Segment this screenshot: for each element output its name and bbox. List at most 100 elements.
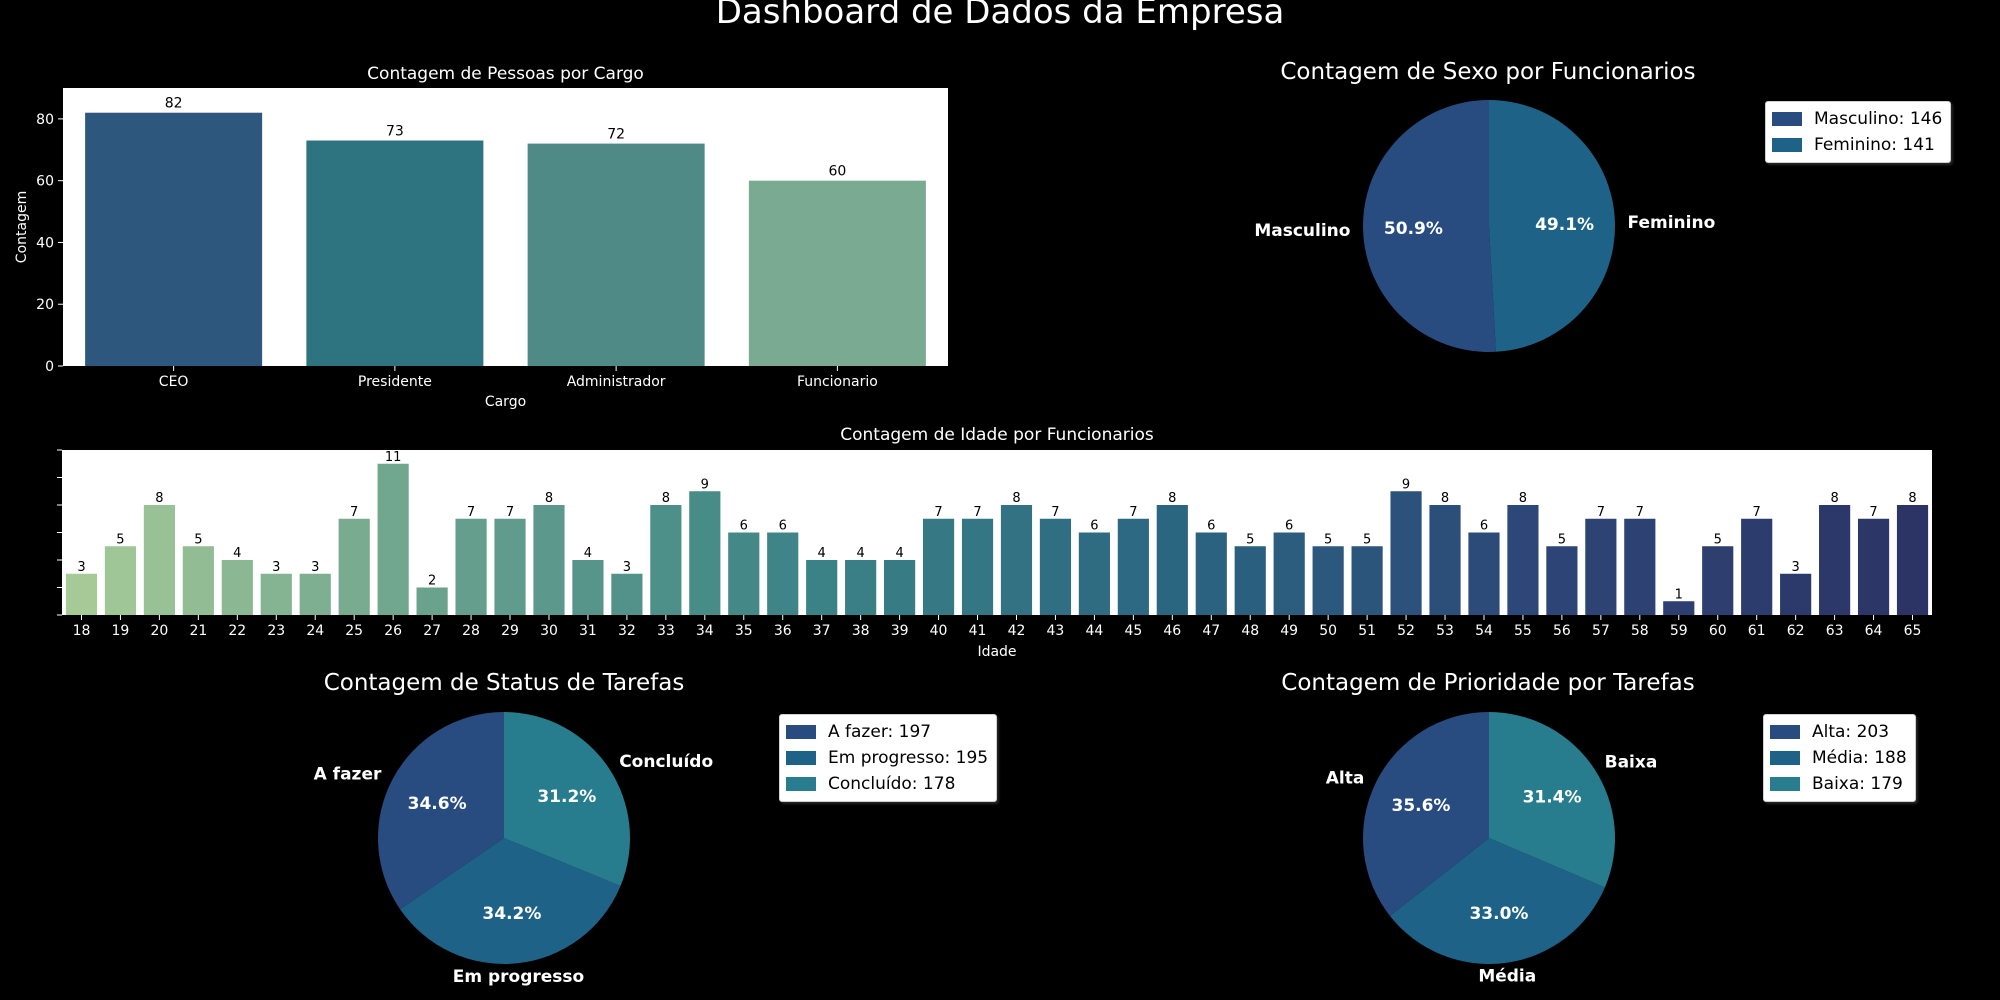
bar-age-21 xyxy=(182,546,214,615)
bar-data-label: 7 xyxy=(467,505,475,520)
pie-percent-label: 35.6% xyxy=(1391,796,1450,816)
bar-age-24 xyxy=(299,573,331,615)
legend-item: Em progresso: 195 xyxy=(786,745,988,771)
pie-percent-label: 34.2% xyxy=(482,904,541,924)
y-tick-label: 40 xyxy=(36,235,54,251)
bar-age-47 xyxy=(1195,532,1227,615)
bar-age-44 xyxy=(1078,532,1110,615)
x-tick-label: 51 xyxy=(1358,623,1376,639)
chart-title: Contagem de Status de Tarefas xyxy=(324,670,685,696)
legend-label: Média: 188 xyxy=(1812,748,1907,768)
bar-data-label: 2 xyxy=(428,574,436,589)
legend-swatch xyxy=(786,777,816,791)
chart-title: Contagem de Prioridade por Tarefas xyxy=(1281,670,1694,696)
y-tick-label: 80 xyxy=(36,112,54,128)
bar-age-33 xyxy=(650,505,682,615)
bar-age-20 xyxy=(143,505,175,615)
x-tick-label: 26 xyxy=(384,623,402,639)
bar-data-label: 7 xyxy=(934,505,942,520)
chart-title: Contagem de Idade por Funcionarios xyxy=(840,425,1154,445)
bar-presidente xyxy=(306,140,484,366)
legend-item: A fazer: 197 xyxy=(786,719,988,745)
x-tick-label: 61 xyxy=(1748,623,1766,639)
bar-data-label: 4 xyxy=(818,546,826,561)
pie-chart-status: Contagem de Status de Tarefas 34.6% A faze… xyxy=(314,670,714,987)
bar-data-label: 8 xyxy=(662,491,670,506)
x-tick-label: 56 xyxy=(1553,623,1571,639)
x-tick-label: 46 xyxy=(1163,623,1181,639)
pie-category-label: Baixa xyxy=(1605,753,1658,773)
x-tick-label: 65 xyxy=(1904,623,1922,639)
bar-data-label: 5 xyxy=(1324,532,1332,547)
y-axis-label: Contagem xyxy=(14,191,30,263)
bar-age-31 xyxy=(572,560,604,615)
legend-status: A fazer: 197 Em progresso: 195 Concluído: … xyxy=(779,714,998,802)
y-tick-label: 60 xyxy=(36,174,54,190)
x-tick-label: 36 xyxy=(774,623,792,639)
bar-data-label: 6 xyxy=(1207,519,1215,534)
bar-data-label: 72 xyxy=(607,127,625,143)
chart-title: Contagem de Pessoas por Cargo xyxy=(367,64,644,84)
bar-data-label: 5 xyxy=(1246,532,1254,547)
bar-data-label: 8 xyxy=(1908,491,1916,506)
x-tick-label: 32 xyxy=(618,623,636,639)
bar-data-label: 6 xyxy=(740,519,748,534)
bar-administrador xyxy=(527,143,705,366)
bar-age-46 xyxy=(1156,505,1188,615)
x-tick-label: 29 xyxy=(501,623,519,639)
bar-age-50 xyxy=(1312,546,1344,615)
y-tick-label: 20 xyxy=(36,297,54,313)
bar-data-label: 5 xyxy=(1714,532,1722,547)
bar-age-48 xyxy=(1234,546,1266,615)
x-tick-label: 48 xyxy=(1241,623,1259,639)
x-tick-label: Administrador xyxy=(567,374,666,390)
pie-category-label: Alta xyxy=(1326,768,1365,788)
bar-age-30 xyxy=(533,505,565,615)
bar-data-label: 4 xyxy=(857,546,865,561)
bar-age-62 xyxy=(1780,573,1812,615)
bar-age-37 xyxy=(806,560,838,615)
bar-age-49 xyxy=(1273,532,1305,615)
legend-label: Masculino: 146 xyxy=(1814,109,1943,129)
pie-percent-label: 31.4% xyxy=(1523,787,1582,807)
pie-category-label: A fazer xyxy=(314,764,382,784)
legend-swatch xyxy=(786,751,816,765)
legend-label: Alta: 203 xyxy=(1812,722,1890,742)
bar-data-label: 73 xyxy=(386,124,404,140)
x-tick-label: 60 xyxy=(1709,623,1727,639)
dashboard-title: Dashboard de Dados da Empresa xyxy=(715,0,1285,32)
x-tick-label: 62 xyxy=(1787,623,1805,639)
pie-percent-label: 34.6% xyxy=(408,794,467,814)
x-tick-label: 55 xyxy=(1514,623,1532,639)
bar-data-label: 8 xyxy=(545,491,553,506)
bar-data-label: 5 xyxy=(1363,532,1371,547)
legend-label: Em progresso: 195 xyxy=(828,748,989,768)
bar-age-51 xyxy=(1351,546,1383,615)
x-tick-label: 24 xyxy=(306,623,324,639)
bar-data-label: 9 xyxy=(1402,477,1410,492)
x-tick-label: 44 xyxy=(1085,623,1103,639)
x-tick-label: 39 xyxy=(891,623,909,639)
legend-prioridade: Alta: 203 Média: 188 Baixa: 179 xyxy=(1763,714,1916,802)
pie-slice-baixa xyxy=(1489,712,1616,888)
x-tick-label: 58 xyxy=(1631,623,1649,639)
pie-slice-a-fazer xyxy=(378,712,504,910)
x-tick-label: 64 xyxy=(1865,623,1883,639)
legend-swatch xyxy=(1772,112,1802,126)
bar-age-29 xyxy=(494,518,526,615)
bar-data-label: 3 xyxy=(623,560,631,575)
legend-label: Concluído: 178 xyxy=(828,774,956,794)
bar-age-64 xyxy=(1857,518,1890,615)
bar-data-label: 7 xyxy=(350,505,358,520)
legend-item: Masculino: 146 xyxy=(1772,106,1942,132)
bar-ceo xyxy=(85,112,263,366)
legend-item: Concluído: 178 xyxy=(786,771,988,797)
x-tick-label: 43 xyxy=(1047,623,1065,639)
x-tick-label: 21 xyxy=(189,623,207,639)
bar-data-label: 82 xyxy=(165,96,183,112)
bar-age-36 xyxy=(767,532,799,615)
x-tick-label: 50 xyxy=(1319,623,1337,639)
pie-slice-média xyxy=(1389,838,1605,965)
bar-funcionario xyxy=(748,180,926,366)
bar-data-label: 8 xyxy=(1441,491,1449,506)
